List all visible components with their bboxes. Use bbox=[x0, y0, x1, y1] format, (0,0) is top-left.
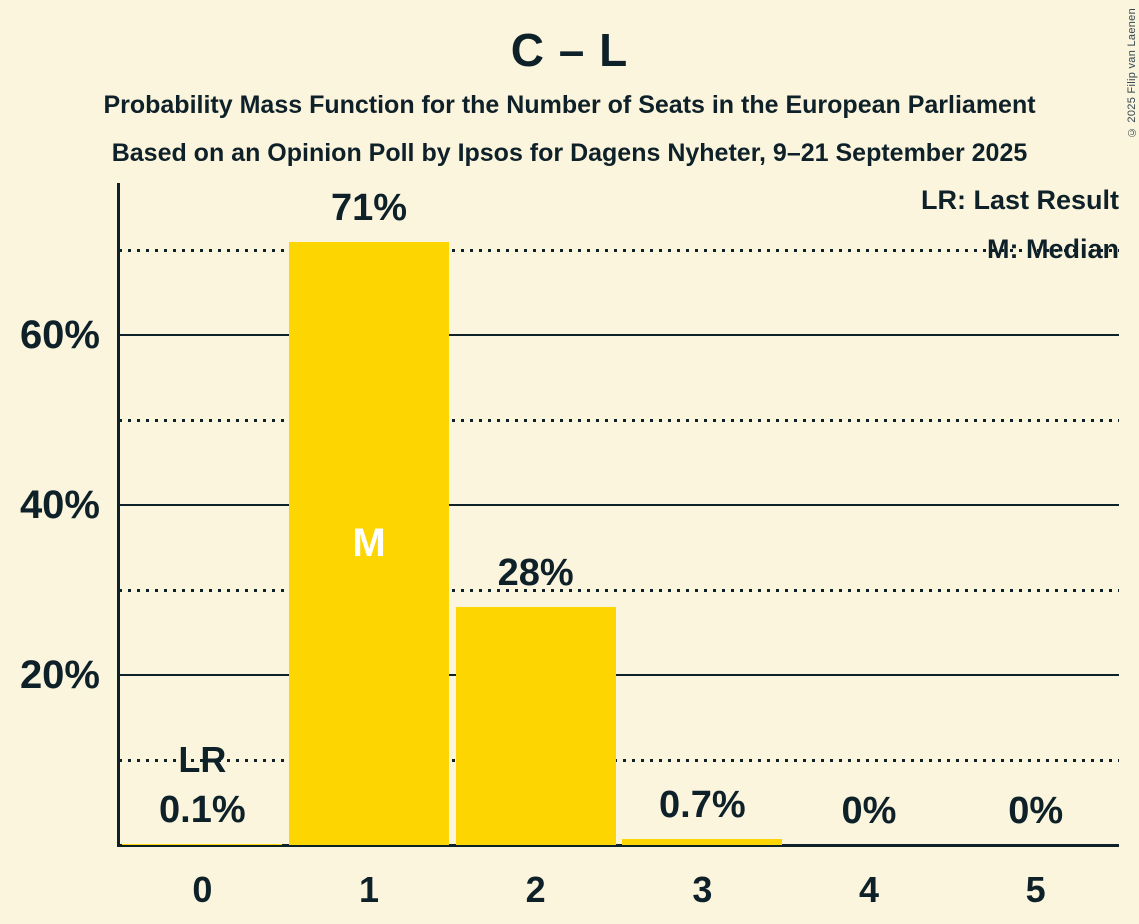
y-tick-label-20: 20% bbox=[19, 653, 100, 697]
gridline-solid-20 bbox=[119, 674, 1119, 676]
legend-median: M: Median bbox=[987, 234, 1119, 264]
bar-value-label-5: 0% bbox=[1008, 790, 1064, 832]
bar-seat-0 bbox=[122, 844, 283, 845]
x-tick-label-0: 0 bbox=[192, 869, 213, 910]
bar-value-label-3: 0.7% bbox=[659, 784, 746, 827]
y-tick-label-60: 60% bbox=[19, 313, 100, 357]
bar-value-label-0: 0.1% bbox=[159, 789, 246, 832]
x-tick-label-2: 2 bbox=[525, 869, 546, 910]
y-axis bbox=[117, 183, 120, 847]
gridline-solid-40 bbox=[119, 504, 1119, 506]
median-marker: M bbox=[352, 521, 386, 566]
x-tick-label-5: 5 bbox=[1025, 869, 1046, 910]
bar-seat-2 bbox=[455, 607, 616, 845]
bar-seat-1 bbox=[289, 241, 449, 845]
last-result-marker: LR bbox=[178, 739, 227, 780]
bar-value-label-4: 0% bbox=[841, 790, 897, 832]
gridline-dotted-70 bbox=[119, 248, 1119, 252]
bar-seat-3 bbox=[622, 839, 783, 845]
x-tick-label-4: 4 bbox=[858, 869, 880, 910]
gridline-solid-60 bbox=[119, 334, 1119, 336]
subtitle-line-2: Based on an Opinion Poll by Ipsos for Da… bbox=[111, 139, 1028, 167]
gridline-dotted-30 bbox=[119, 588, 1119, 592]
subtitle-line-1: Probability Mass Function for the Number… bbox=[103, 91, 1036, 119]
bar-value-label-1: 71% bbox=[330, 186, 408, 229]
page-title: C – L bbox=[510, 24, 629, 76]
bar-value-label-2: 28% bbox=[497, 552, 574, 594]
x-tick-label-3: 3 bbox=[692, 869, 713, 910]
copyright-notice: © 2025 Filip van Laenen bbox=[1126, 8, 1138, 139]
gridline-dotted-50 bbox=[119, 418, 1119, 422]
x-tick-label-1: 1 bbox=[358, 869, 380, 910]
legend-last-result: LR: Last Result bbox=[920, 185, 1119, 215]
y-tick-label-40: 40% bbox=[19, 483, 100, 527]
x-axis bbox=[117, 844, 1119, 847]
gridline-dotted-10 bbox=[119, 758, 1119, 762]
